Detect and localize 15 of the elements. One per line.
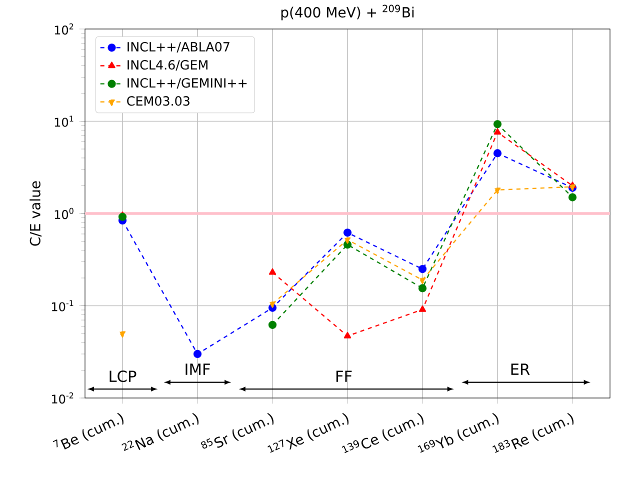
y-tick-label: 10$^{0}$: [54, 208, 74, 220]
legend-label: INCL4.6/GEM: [128, 60, 208, 71]
annotation: IMF: [186, 364, 210, 375]
legend-label: INCL++/ABLA07: [128, 42, 230, 53]
annotation: LCP: [110, 370, 136, 382]
chart-title: p(400 MeV) + $^{209}$Bi: [281, 4, 414, 20]
y-tick-label: 10$^{2}$: [54, 23, 74, 35]
annotation: ER: [511, 364, 530, 375]
y-tick-label: 10$^{-2}$: [52, 392, 74, 404]
legend-label: CEM03.03: [127, 96, 190, 106]
y-tick-label: 10$^{-1}$: [52, 300, 74, 312]
y-axis-title: C/E value: [30, 181, 42, 246]
annotation: FF: [336, 370, 352, 382]
y-tick-label: 10$^{1}$: [54, 116, 74, 127]
legend-label: INCL++/GEMINI++: [128, 78, 247, 89]
